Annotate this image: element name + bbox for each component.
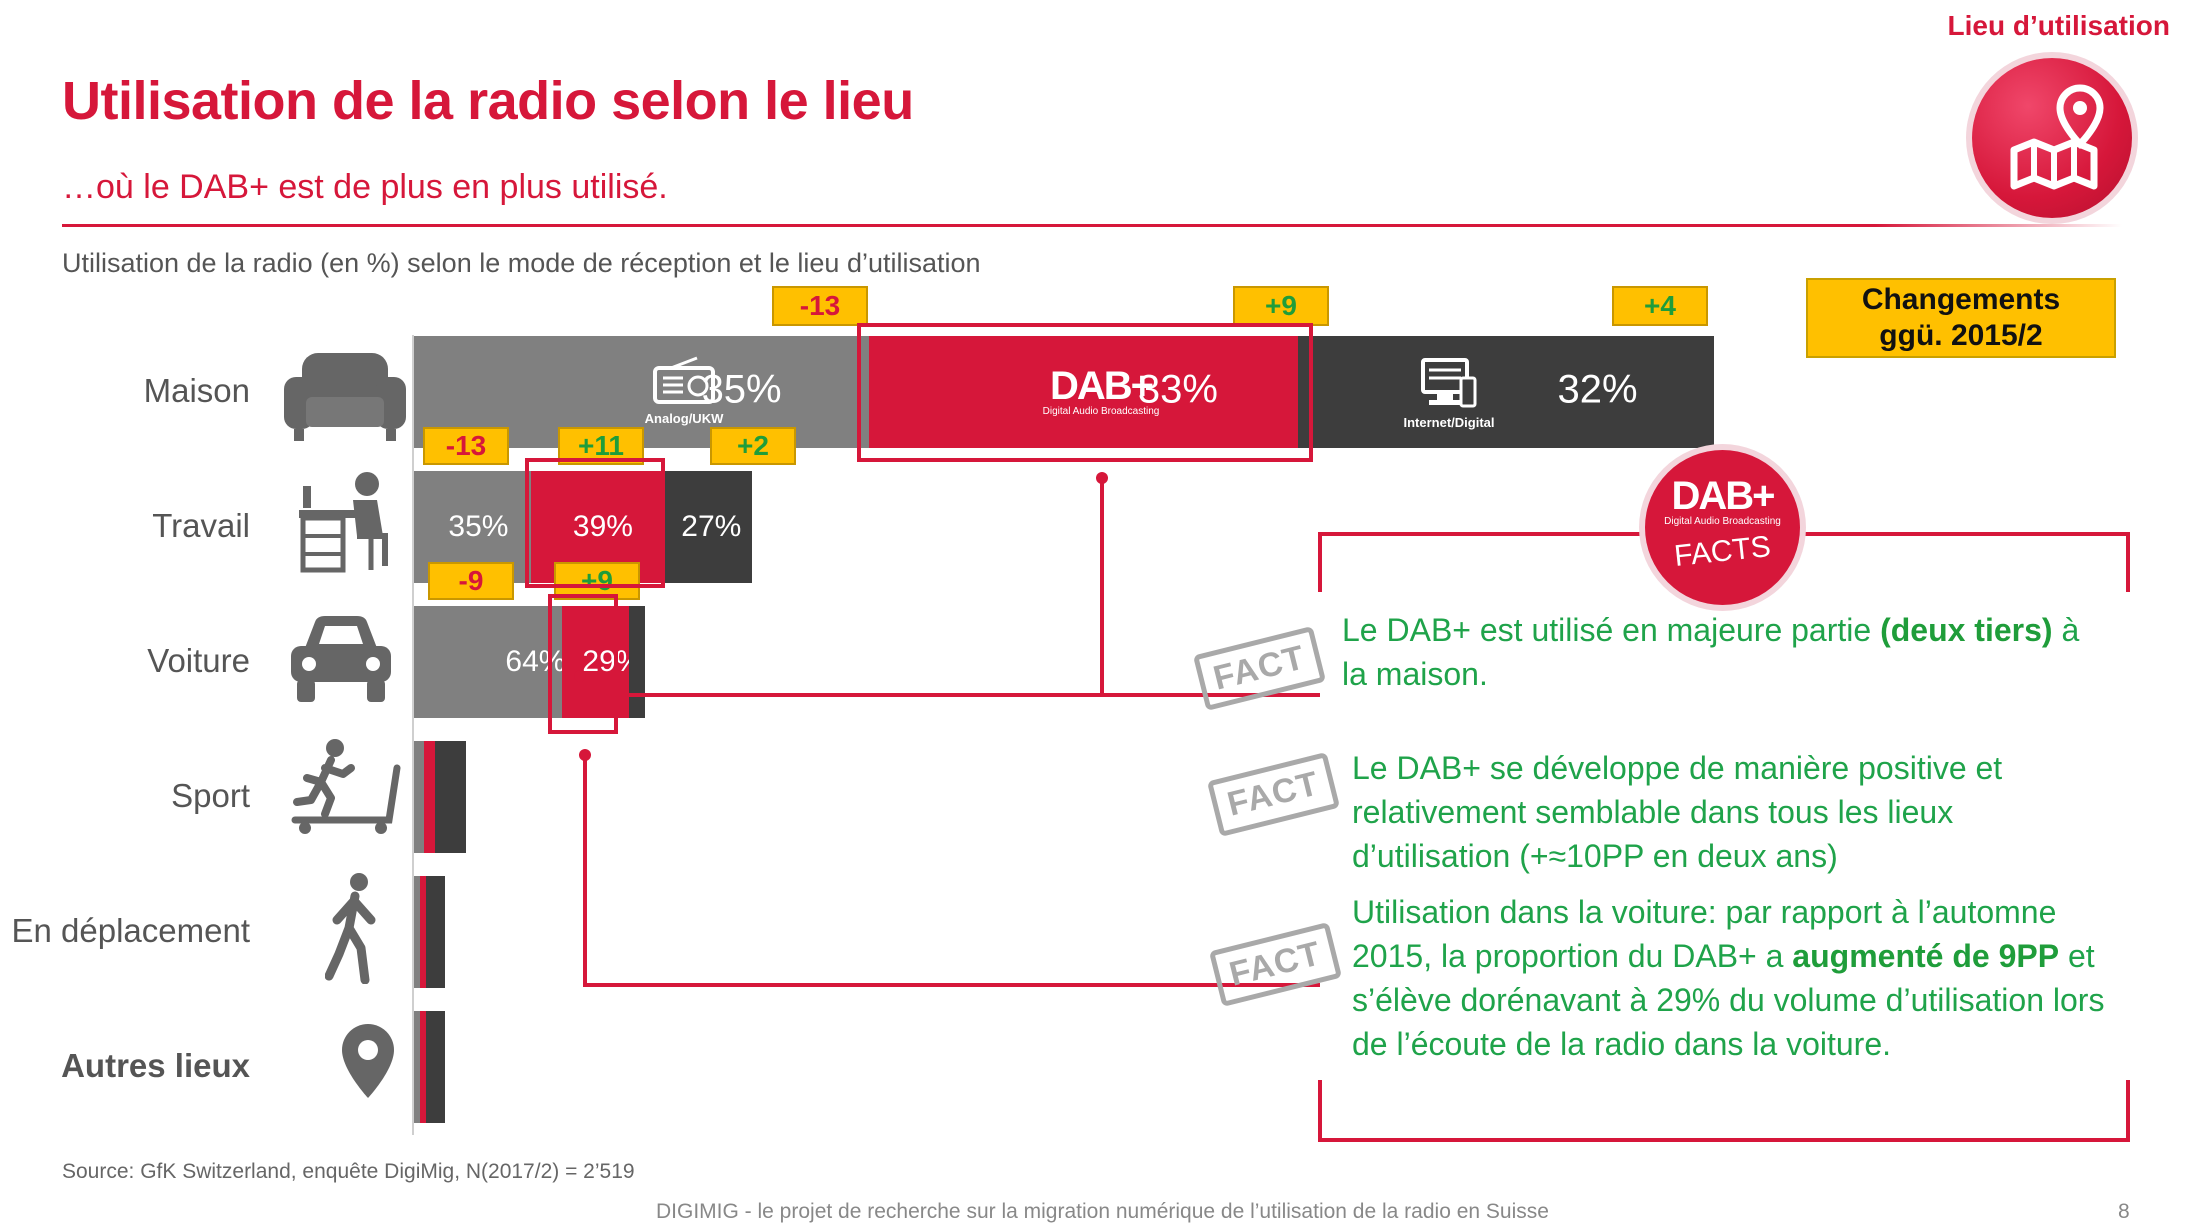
bar-value-label-0-2: 32% [1557, 367, 1638, 412]
bar-segment-3-0 [414, 741, 425, 853]
connector-line-maison-v [1100, 478, 1104, 695]
computer-icon [1421, 358, 1477, 408]
connector-line-fact3-h [583, 983, 1320, 987]
highlight-box-voiture-dab [548, 594, 618, 734]
digital-segment-caption: Internet/Digital [1394, 356, 1504, 430]
changes-legend-line2: ggü. 2015/2 [1879, 319, 2043, 352]
page-number: 8 [2118, 1200, 2130, 1223]
bar-value-label-1-0: 35% [448, 510, 509, 543]
treadmill-icon [285, 738, 405, 843]
facts-frame-bottom [1318, 1080, 2130, 1142]
page-subtitle: …où le DAB+ est de plus en plus utilisé. [62, 168, 668, 206]
changes-legend-box: Changements ggü. 2015/2 [1806, 278, 2116, 358]
footer-text: DIGIMIG - le projet de recherche sur la … [656, 1200, 1549, 1223]
analog-segment-caption: Analog/UKW [636, 356, 732, 426]
bar-segment-3-1 [424, 741, 435, 853]
chart-caption: Utilisation de la radio (en %) selon le … [62, 248, 981, 278]
row-label-en-deplacement: En déplacement [11, 912, 251, 949]
change-badge-1-0: -13 [423, 427, 509, 465]
connector-line-voiture-top [578, 676, 582, 695]
highlight-box-maison-dab [857, 323, 1313, 462]
bar-segment-1-2 [661, 471, 752, 583]
row-label-voiture: Voiture [147, 642, 250, 679]
fact-text-3: Utilisation dans la voiture: par rapport… [1352, 894, 2105, 1062]
page-title: Utilisation de la radio selon le lieu [62, 71, 914, 131]
dab-segment-logo: DAB+ Digital Audio Broadcasting [1042, 364, 1160, 417]
location-pin-icon [338, 1022, 398, 1107]
row-label-autres-lieux: Autres lieux [61, 1047, 250, 1084]
sofa-icon [280, 345, 410, 450]
dab-facts-badge: DAB+ Digital Audio Broadcasting FACTS [1645, 450, 1800, 605]
radio-icon [653, 356, 715, 404]
row-label-maison: Maison [143, 372, 250, 409]
bar-segment-4-0 [414, 876, 421, 988]
bar-segment-3-2 [434, 741, 466, 853]
section-label: Lieu d’utilisation [1947, 10, 2170, 41]
bar-segment-4-2 [426, 876, 446, 988]
bar-segment-4-1 [420, 876, 427, 988]
row-label-sport: Sport [171, 777, 250, 814]
walking-person-icon [324, 872, 385, 989]
highlight-box-travail-dab [525, 458, 665, 588]
connector-line-fact3-v [583, 755, 587, 987]
fact-text-1: Le DAB+ est utilisé en majeure partie (d… [1342, 612, 2080, 692]
change-badge-0-0: -13 [772, 286, 868, 326]
bar-segment-5-1 [420, 1011, 427, 1123]
change-badge-2-0: -9 [428, 562, 514, 600]
title-divider [62, 224, 2122, 227]
map-pin-icon [1972, 58, 2132, 218]
bar-segment-2-2 [629, 606, 646, 718]
row-label-travail: Travail [152, 507, 250, 544]
fact-stamp-2: FACT [1206, 751, 1340, 838]
fact-stamp-3: FACT [1208, 921, 1342, 1008]
connector-line-fact1-h [578, 693, 1320, 697]
change-badge-1-2: +2 [710, 427, 796, 465]
fact-stamp-1: FACT [1192, 625, 1326, 712]
car-icon [285, 612, 397, 711]
bar-segment-1-0 [414, 471, 532, 583]
bar-value-label-1-2: 27% [681, 510, 742, 543]
bar-segment-5-2 [426, 1011, 446, 1123]
bar-segment-5-0 [414, 1011, 421, 1123]
bar-segment-2-0 [414, 606, 563, 718]
source-note: Source: GfK Switzerland, enquête DigiMig… [62, 1160, 635, 1183]
bar-segment-0-2 [1298, 336, 1714, 448]
change-badge-0-2: +4 [1612, 286, 1708, 326]
changes-legend-line1: Changements [1861, 283, 2061, 316]
fact-text-2: Le DAB+ se développe de manière positive… [1352, 750, 2003, 874]
chart-axis-line [412, 335, 414, 1135]
change-badge-0-1: +9 [1233, 286, 1329, 326]
desk-worker-icon [295, 470, 405, 580]
